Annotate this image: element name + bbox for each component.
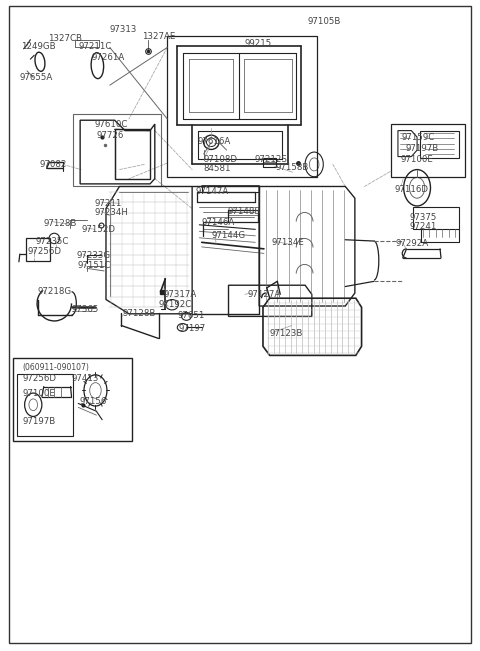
- Text: 97375: 97375: [409, 213, 437, 222]
- Text: 97292A: 97292A: [395, 239, 428, 248]
- Text: 97108D: 97108D: [204, 156, 238, 164]
- Text: 97158B: 97158B: [276, 163, 309, 172]
- Text: (060911-090107): (060911-090107): [23, 363, 90, 372]
- Text: 97610C: 97610C: [94, 120, 127, 129]
- Text: 97148B: 97148B: [228, 206, 261, 215]
- Text: 97152D: 97152D: [81, 225, 115, 234]
- Text: 97192C: 97192C: [158, 299, 192, 309]
- Text: 97100E: 97100E: [23, 389, 56, 398]
- Bar: [73, 114, 160, 186]
- Text: 97233G: 97233G: [76, 251, 110, 260]
- Text: 97100E: 97100E: [401, 155, 434, 163]
- Text: 97241: 97241: [409, 222, 437, 231]
- Text: 97261A: 97261A: [92, 53, 125, 62]
- Bar: [115, 130, 150, 178]
- Text: 97197B: 97197B: [23, 417, 56, 426]
- Text: 99215: 99215: [245, 39, 272, 48]
- Text: 97147A: 97147A: [196, 187, 229, 196]
- Text: 97212S: 97212S: [254, 155, 287, 163]
- Text: 97116D: 97116D: [394, 185, 428, 193]
- Text: 97234H: 97234H: [95, 208, 128, 217]
- Text: 97197B: 97197B: [405, 144, 438, 152]
- Text: 84581: 84581: [204, 164, 231, 173]
- Text: 97128B: 97128B: [122, 309, 156, 318]
- Text: 97413: 97413: [72, 374, 99, 383]
- Text: 97146A: 97146A: [202, 217, 235, 227]
- Bar: [167, 36, 317, 177]
- Text: 97726: 97726: [96, 132, 124, 141]
- Bar: [25, 238, 50, 260]
- Bar: [391, 124, 465, 177]
- Text: 97128B: 97128B: [44, 219, 77, 228]
- Bar: [17, 374, 73, 436]
- Text: 97651: 97651: [178, 311, 205, 320]
- Text: 97313: 97313: [109, 25, 136, 35]
- Text: 1249GB: 1249GB: [21, 42, 55, 51]
- Text: 97082: 97082: [40, 160, 67, 169]
- Text: 97256D: 97256D: [23, 374, 57, 383]
- Text: 97211: 97211: [95, 199, 122, 208]
- Text: 97616A: 97616A: [198, 137, 231, 146]
- Text: 97123B: 97123B: [270, 329, 303, 338]
- Bar: [413, 207, 459, 229]
- Text: 97235C: 97235C: [35, 236, 69, 245]
- Text: 97105B: 97105B: [307, 17, 340, 26]
- Text: 97256D: 97256D: [27, 247, 61, 256]
- Text: 1327AE: 1327AE: [142, 32, 175, 41]
- Text: 97134E: 97134E: [272, 238, 304, 247]
- Text: 97127A: 97127A: [248, 290, 281, 299]
- Text: 97218G: 97218G: [37, 287, 71, 296]
- Text: 97144G: 97144G: [211, 231, 245, 240]
- Bar: [13, 358, 132, 441]
- Text: 97156: 97156: [79, 397, 107, 406]
- Text: 97655A: 97655A: [20, 73, 53, 82]
- Text: 97365: 97365: [72, 305, 99, 314]
- Text: 97211C: 97211C: [78, 42, 112, 51]
- Text: 97197: 97197: [179, 324, 206, 333]
- Text: 1327CB: 1327CB: [48, 34, 82, 43]
- Text: 97151C: 97151C: [77, 261, 111, 270]
- Text: 97317A: 97317A: [163, 290, 197, 299]
- Text: 97159C: 97159C: [402, 133, 435, 142]
